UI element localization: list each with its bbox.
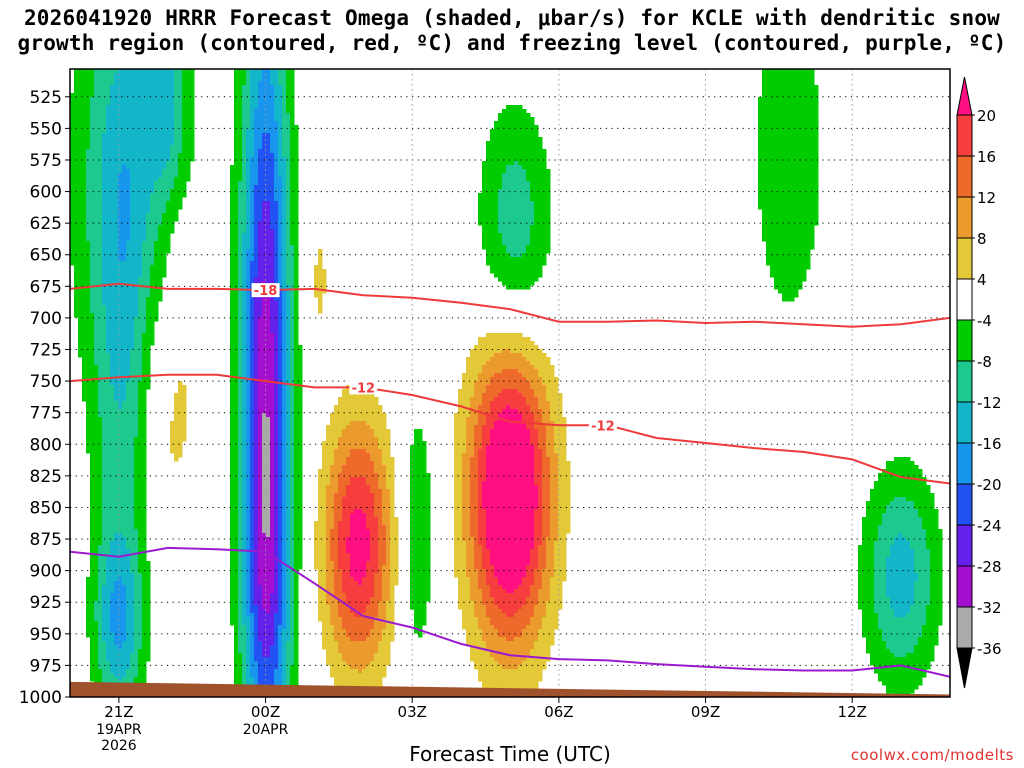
y-tick-label: 675 xyxy=(30,277,62,297)
y-tick-label: 925 xyxy=(30,593,62,613)
colorbar-bin xyxy=(956,196,973,239)
colorbar-bin xyxy=(956,606,973,649)
colorbar-bin xyxy=(956,319,973,362)
y-tick-label: 750 xyxy=(30,372,62,392)
colorbar-label: 20 xyxy=(977,107,996,125)
y-tick-label: 775 xyxy=(30,404,62,424)
contour-label-bg xyxy=(251,283,280,298)
y-tick-label: 725 xyxy=(30,341,62,361)
colorbar-bottom-arrow xyxy=(956,647,973,689)
colorbar-label: 4 xyxy=(977,271,987,289)
colorbar-bin xyxy=(956,565,973,608)
colorbar-label: -24 xyxy=(977,517,1002,535)
y-axis: 525 550 575 600 625 650 675 700 725 750 775 800 825 8… xyxy=(19,88,70,708)
x-tick-label: 21Z xyxy=(104,703,133,721)
colorbar-label: -12 xyxy=(977,394,1002,412)
y-tick-label: 575 xyxy=(30,151,62,171)
contour-label-bg xyxy=(349,380,378,395)
chart-title: 2026041920 HRRR Forecast Omega (shaded, … xyxy=(0,6,1024,56)
contour-label: -12 xyxy=(352,381,376,396)
omega-colorbar: 20 16 12 8 4 -4 -8 -12 -16 -20 -24 -28 -32 -36 xyxy=(956,76,1002,689)
contour-label: -12 xyxy=(591,419,615,434)
colorbar-label: -32 xyxy=(977,599,1002,617)
y-tick-label: 950 xyxy=(30,625,62,645)
colorbar-bin xyxy=(956,360,973,403)
colorbar-label: -16 xyxy=(977,435,1002,453)
contour-line xyxy=(70,282,950,328)
colorbar-label: -28 xyxy=(977,558,1002,576)
y-tick-label: 700 xyxy=(30,309,62,329)
y-tick-label: 1000 xyxy=(19,688,62,708)
colorbar-label: -4 xyxy=(977,312,992,330)
x-tick-sublabel: 20APR xyxy=(243,722,289,738)
colorbar-label: 16 xyxy=(977,148,996,166)
contour-line xyxy=(70,546,950,678)
colorbar-label: -20 xyxy=(977,476,1002,494)
colorbar-bin xyxy=(956,483,973,526)
colorbar-bin xyxy=(956,524,973,567)
y-tick-label: 875 xyxy=(30,530,62,550)
x-tick-label: 00Z xyxy=(251,703,280,721)
y-tick-label: 825 xyxy=(30,467,62,487)
y-tick-label: 800 xyxy=(30,435,62,455)
colorbar-label: 8 xyxy=(977,230,987,248)
y-tick-label: 650 xyxy=(30,246,62,266)
y-tick-label: 975 xyxy=(30,656,62,676)
terrain-ground xyxy=(70,681,950,697)
omega-shading xyxy=(70,69,943,697)
contour-lines xyxy=(70,282,950,678)
x-tick-label: 06Z xyxy=(544,703,573,721)
contour-line xyxy=(70,373,950,485)
x-tick-sublabel: 2026 xyxy=(101,738,137,754)
colorbar-top-arrow xyxy=(956,76,973,116)
y-tick-label: 900 xyxy=(30,562,62,582)
colorbar-bin xyxy=(956,114,973,157)
x-axis-title: Forecast Time (UTC) xyxy=(409,742,611,766)
y-tick-label: 625 xyxy=(30,214,62,234)
colorbar-bin xyxy=(956,237,973,280)
x-tick-label: 12Z xyxy=(838,703,867,721)
x-tick-label: 03Z xyxy=(398,703,427,721)
colorbar-label: -8 xyxy=(977,353,992,371)
colorbar-label: 12 xyxy=(977,189,996,207)
chart-title-line-2: growth region (contoured, red, ºC) and f… xyxy=(17,31,1007,55)
source-credit[interactable]: coolwx.com/modelts xyxy=(850,746,1014,764)
colorbar-bin xyxy=(956,442,973,485)
plot-frame xyxy=(69,68,951,698)
chart-title-line-1: 2026041920 HRRR Forecast Omega (shaded, … xyxy=(23,6,1001,30)
x-tick-sublabel: 19APR xyxy=(96,722,142,738)
x-tick-label: 09Z xyxy=(691,703,720,721)
y-tick-label: 550 xyxy=(30,119,62,139)
y-tick-label: 600 xyxy=(30,183,62,203)
y-tick-label: 525 xyxy=(30,88,62,108)
contour-label-bg xyxy=(588,418,617,433)
grid-lines xyxy=(70,69,950,698)
colorbar-bin xyxy=(956,401,973,444)
contour-label: -18 xyxy=(254,284,278,299)
y-tick-label: 850 xyxy=(30,498,62,518)
colorbar-bin xyxy=(956,155,973,198)
colorbar-bin xyxy=(956,278,973,321)
colorbar-label: -36 xyxy=(977,640,1002,658)
